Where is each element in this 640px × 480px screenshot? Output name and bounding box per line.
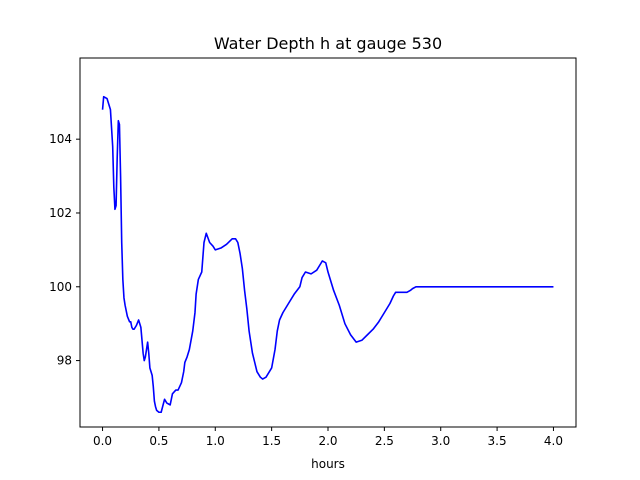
- y-tick-label: 98: [57, 354, 72, 368]
- x-axis-ticks: 0.0 0.5 1.0 1.5 2.0 2.5 3.0 3.5 4.0: [93, 427, 563, 448]
- y-axis-ticks: 98 100 102 104: [49, 132, 80, 368]
- x-tick-label: 0.0: [93, 434, 112, 448]
- x-tick-label: 2.0: [318, 434, 337, 448]
- x-tick-label: 3.5: [488, 434, 507, 448]
- x-tick-label: 3.0: [431, 434, 450, 448]
- x-tick-label: 1.0: [206, 434, 225, 448]
- chart-title: Water Depth h at gauge 530: [214, 34, 442, 53]
- y-tick-label: 104: [49, 132, 72, 146]
- x-tick-label: 1.5: [262, 434, 281, 448]
- y-tick-label: 100: [49, 280, 72, 294]
- x-tick-label: 0.5: [149, 434, 168, 448]
- plot-area: [101, 95, 554, 414]
- x-axis-label: hours: [311, 457, 345, 471]
- y-tick-label: 102: [49, 206, 72, 220]
- x-tick-label: 4.0: [544, 434, 563, 448]
- x-tick-label: 2.5: [375, 434, 394, 448]
- series-line-0: [101, 95, 554, 414]
